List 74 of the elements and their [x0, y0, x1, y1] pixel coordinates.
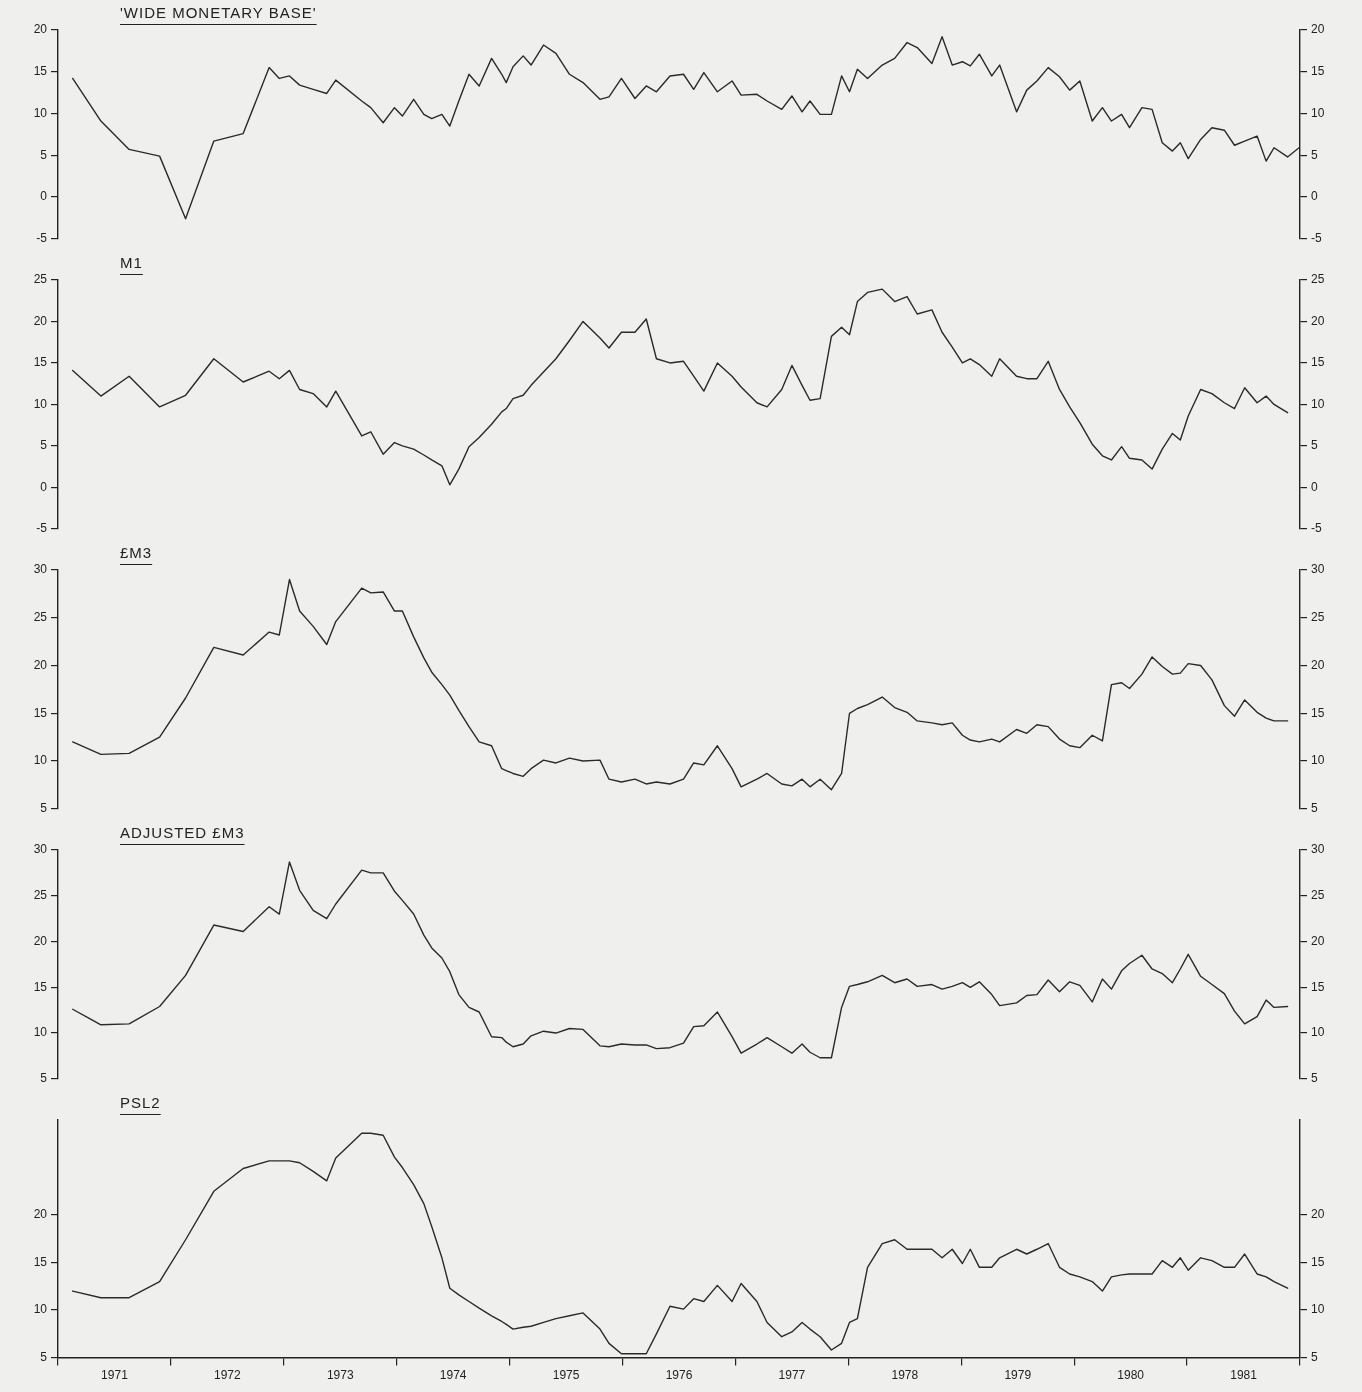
y-tick-label: 30 — [33, 842, 48, 857]
y2-tick-label: 20 — [1311, 313, 1325, 328]
y-tick-label: 20 — [33, 1207, 48, 1222]
y-tick-label: -5 — [36, 231, 48, 246]
y2-tick-label: 10 — [1311, 105, 1325, 120]
y-tick-label: 5 — [40, 801, 48, 816]
x-tick-label: 1981 — [1230, 1368, 1258, 1383]
y-tick-label: 10 — [33, 396, 48, 411]
x-tick-label: 1980 — [1117, 1368, 1145, 1383]
y2-tick-label: 15 — [1311, 64, 1325, 79]
y-tick-label: 25 — [33, 610, 48, 625]
y-tick-label: 20 — [33, 657, 48, 672]
y2-tick-label: 10 — [1311, 1302, 1325, 1317]
y2-tick-label: 10 — [1311, 396, 1325, 411]
y-tick-label: 0 — [40, 479, 48, 494]
y2-tick-label: 5 — [1311, 438, 1318, 453]
y2-tick-label: 15 — [1311, 979, 1325, 994]
y-tick-label: 10 — [33, 753, 48, 768]
y2-tick-label: 25 — [1311, 888, 1325, 903]
y-tick-label: 15 — [33, 705, 48, 720]
y-tick-label: 0 — [40, 189, 48, 204]
y2-tick-label: 5 — [1311, 801, 1318, 816]
y2-tick-label: 30 — [1311, 842, 1325, 857]
y2-tick-label: 5 — [1311, 1349, 1318, 1364]
x-tick-label: 1978 — [891, 1368, 919, 1383]
y-tick-label: 5 — [40, 438, 48, 453]
y-tick-label: 5 — [40, 147, 48, 162]
y2-tick-label: 10 — [1311, 1025, 1325, 1040]
y2-tick-label: 15 — [1311, 355, 1325, 370]
y-tick-label: 15 — [33, 1254, 48, 1269]
y2-tick-label: 10 — [1311, 753, 1325, 768]
y2-tick-label: 5 — [1311, 1071, 1318, 1086]
y2-tick-label: 20 — [1311, 657, 1325, 672]
y-tick-label: 10 — [33, 1302, 48, 1317]
y-tick-label: 15 — [33, 355, 48, 370]
chart-title: ADJUSTED £M3 — [120, 824, 245, 841]
x-tick-label: 1975 — [552, 1368, 580, 1383]
y2-tick-label: 30 — [1311, 562, 1325, 577]
y-tick-label: 20 — [33, 933, 48, 948]
y-tick-label: 20 — [33, 22, 48, 37]
chart-title: PSL2 — [120, 1094, 161, 1111]
y2-tick-label: -5 — [1311, 231, 1322, 246]
x-tick-label: 1972 — [214, 1368, 242, 1383]
y2-tick-label: -5 — [1311, 521, 1322, 536]
y2-tick-label: 5 — [1311, 147, 1318, 162]
x-tick-label: 1979 — [1004, 1368, 1032, 1383]
x-tick-label: 1977 — [778, 1368, 806, 1383]
y2-tick-label: 25 — [1311, 272, 1325, 287]
y-tick-label: 15 — [33, 64, 48, 79]
y2-tick-label: 25 — [1311, 610, 1325, 625]
y2-tick-label: 20 — [1311, 933, 1325, 948]
y-tick-label: 5 — [40, 1349, 48, 1364]
y2-tick-label: 0 — [1311, 479, 1318, 494]
y2-tick-label: 20 — [1311, 1207, 1325, 1222]
y-tick-label: 10 — [33, 1025, 48, 1040]
y-tick-label: 10 — [33, 105, 48, 120]
y-tick-label: 15 — [33, 979, 48, 994]
y2-tick-label: 0 — [1311, 189, 1318, 204]
y-tick-label: 5 — [40, 1071, 48, 1086]
y2-tick-label: 15 — [1311, 705, 1325, 720]
chart-title: M1 — [120, 254, 143, 271]
y-tick-label: 25 — [33, 888, 48, 903]
y-tick-label: -5 — [36, 521, 48, 536]
x-tick-label: 1976 — [665, 1368, 693, 1383]
y-tick-label: 25 — [33, 272, 48, 287]
chart-title: £M3 — [120, 544, 153, 561]
y-tick-label: 20 — [33, 313, 48, 328]
x-tick-label: 1971 — [101, 1368, 129, 1383]
y2-tick-label: 15 — [1311, 1254, 1325, 1269]
chart-title: 'WIDE MONETARY BASE' — [120, 4, 317, 21]
y2-tick-label: 20 — [1311, 22, 1325, 37]
y-tick-label: 30 — [33, 562, 48, 577]
x-tick-label: 1973 — [326, 1368, 354, 1383]
x-tick-label: 1974 — [439, 1368, 467, 1383]
